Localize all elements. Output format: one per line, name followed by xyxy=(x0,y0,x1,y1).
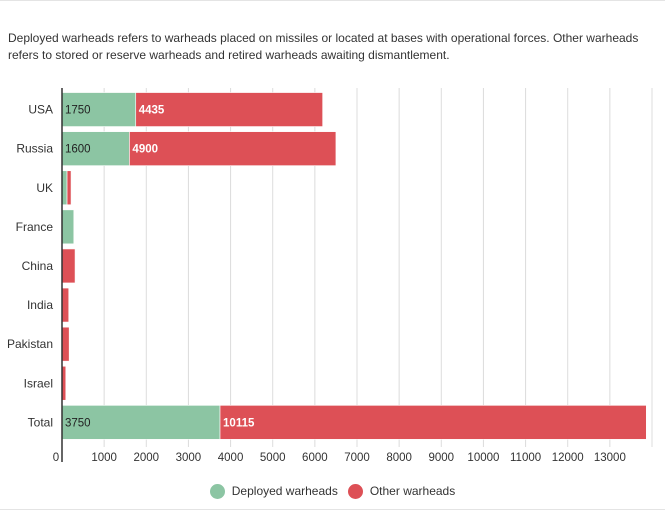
bar-other xyxy=(61,248,76,284)
x-tick-label: 12000 xyxy=(552,452,584,464)
bar-other xyxy=(135,92,323,127)
legend: Deployed warheads Other warheads xyxy=(0,483,665,499)
x-tick-label: 9000 xyxy=(428,452,454,464)
category-label: China xyxy=(22,259,54,273)
x-tick-label: 6000 xyxy=(302,452,328,464)
bar-chart: 1750 4435 1600 4900 3750 10115 USA Russia UK Fra… xyxy=(7,88,653,464)
data-labels: 1750 4435 1600 4900 3750 10115 xyxy=(65,105,255,430)
bar-other xyxy=(61,287,70,323)
bar-deployed xyxy=(61,170,68,206)
data-label: 3750 xyxy=(65,417,91,429)
x-tick-label: 8000 xyxy=(386,452,412,464)
legend-swatch-deployed xyxy=(209,483,225,499)
category-label: Russia xyxy=(16,142,53,156)
data-label: 1600 xyxy=(65,144,91,156)
bar-deployed xyxy=(61,131,130,166)
category-label: USA xyxy=(28,103,53,117)
data-label: 4900 xyxy=(132,144,158,156)
bar-other xyxy=(219,405,647,440)
x-tick-label: 2000 xyxy=(133,452,159,464)
x-tick-label: 7000 xyxy=(344,452,370,464)
data-label: 1750 xyxy=(65,105,91,117)
data-label: 4435 xyxy=(139,105,165,117)
bar-other xyxy=(66,170,72,206)
top-divider xyxy=(0,0,665,1)
category-label: Israel xyxy=(24,376,53,390)
x-tick-label: 3000 xyxy=(176,452,202,464)
x-tick-label: 11000 xyxy=(510,452,541,464)
x-tick-label: 1000 xyxy=(91,452,117,464)
x-tick-label: 10000 xyxy=(467,452,499,464)
category-label: Total xyxy=(28,415,53,429)
category-labels: USA Russia UK France China India Pakistan Israe… xyxy=(7,103,53,430)
bottom-divider xyxy=(0,509,665,510)
x-tick-label: 13000 xyxy=(594,452,626,464)
bar-deployed xyxy=(61,92,137,127)
data-label: 10115 xyxy=(223,417,255,429)
x-tick-label: 5000 xyxy=(260,452,286,464)
x-tick-label: 4000 xyxy=(218,452,244,464)
bars xyxy=(61,92,647,440)
bar-deployed xyxy=(61,405,221,440)
bar-other xyxy=(129,131,337,166)
legend-item-other: Other warheads xyxy=(347,483,456,499)
legend-label-deployed: Deployed warheads xyxy=(231,484,338,498)
x-tick-labels: 0 1000 2000 3000 4000 5000 6000 7000 8000 9000 100… xyxy=(53,452,626,464)
category-label: India xyxy=(27,298,53,312)
bar-other xyxy=(61,326,70,362)
legend-label-other: Other warheads xyxy=(369,484,456,498)
legend-swatch-other xyxy=(347,483,363,499)
chart-caption: Deployed warheads refers to warheads pla… xyxy=(8,31,639,62)
category-label: UK xyxy=(36,181,53,195)
bar-deployed xyxy=(61,209,75,245)
legend-item-deployed: Deployed warheads xyxy=(209,483,338,499)
category-label: France xyxy=(16,220,54,234)
category-label: Pakistan xyxy=(7,337,53,351)
x-tick-label: 0 xyxy=(53,452,59,464)
grid-lines xyxy=(103,88,653,447)
